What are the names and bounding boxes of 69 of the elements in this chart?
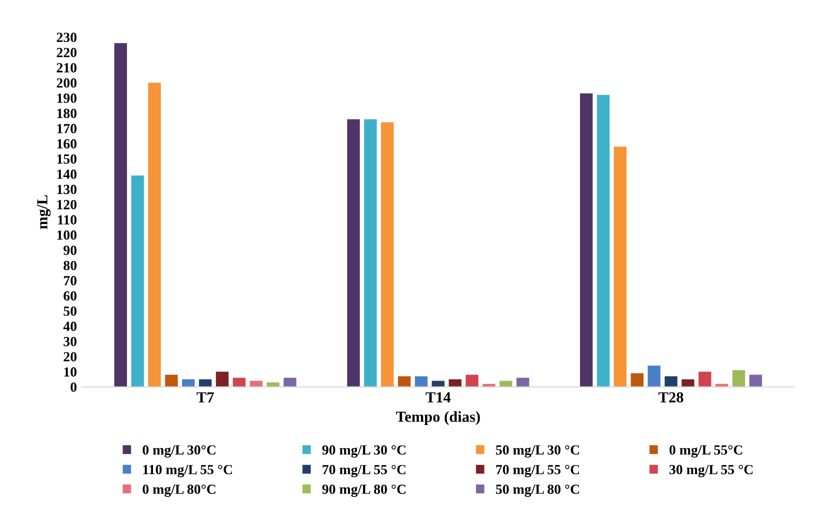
y-tick-label: 50 bbox=[64, 306, 77, 316]
y-tick-label: 220 bbox=[56, 48, 77, 58]
bar bbox=[448, 379, 462, 387]
bar bbox=[682, 379, 694, 387]
legend-label: 50 mg/L 30 °C bbox=[496, 445, 580, 458]
y-tick-label: 180 bbox=[57, 108, 77, 118]
bar bbox=[664, 376, 678, 387]
legend-label: 90 mg/L 30 °C bbox=[322, 445, 406, 458]
legend-label: 30 mg/L 55 °C bbox=[669, 464, 753, 478]
bar bbox=[284, 378, 296, 387]
bar bbox=[648, 366, 660, 387]
bar bbox=[516, 378, 530, 387]
y-tick-label: 120 bbox=[57, 200, 77, 210]
y-tick-label: 160 bbox=[57, 139, 77, 149]
legend-label: 110 mg/L 55 °C bbox=[143, 464, 232, 478]
bar bbox=[216, 372, 229, 387]
bar bbox=[381, 122, 394, 387]
x-tick-label: T14 bbox=[426, 392, 451, 402]
y-tick-label: 200 bbox=[56, 78, 77, 88]
bar bbox=[414, 376, 428, 387]
y-tick-label: 10 bbox=[64, 367, 77, 377]
bar bbox=[732, 370, 746, 387]
y-tick-label: 0 bbox=[70, 382, 77, 392]
y-tick-label: 140 bbox=[57, 170, 77, 179]
legend-label: 50 mg/L 80 °C bbox=[496, 484, 580, 497]
y-tick-label: 110 bbox=[58, 215, 77, 225]
legend-label: 90 mg/L 80 °C bbox=[322, 484, 406, 497]
bar bbox=[114, 43, 127, 387]
y-axis-title: mg/L bbox=[37, 195, 51, 229]
bar bbox=[749, 374, 762, 387]
bar bbox=[232, 378, 246, 387]
y-tick-label: 70 bbox=[64, 276, 77, 286]
legend-label: 70 mg/L 55 °C bbox=[322, 464, 406, 478]
x-tick-label: T7 bbox=[196, 392, 214, 402]
bar bbox=[500, 380, 512, 387]
x-tick-label: T28 bbox=[658, 392, 684, 403]
bar bbox=[398, 376, 411, 387]
y-tick-label: 170 bbox=[57, 124, 77, 134]
y-tick-label: 100 bbox=[57, 230, 77, 240]
y-tick-label: 230 bbox=[56, 32, 77, 42]
y-tick-label: 40 bbox=[63, 322, 77, 332]
y-tick-label: 20 bbox=[64, 352, 77, 362]
y-tick-label: 30 bbox=[64, 336, 77, 346]
bar bbox=[148, 82, 161, 387]
legend-label: 0 mg/L 30°C bbox=[142, 445, 216, 458]
x-axis-title: Tempo (dias) bbox=[396, 411, 480, 426]
bar bbox=[596, 94, 610, 387]
bar bbox=[698, 372, 712, 387]
legend-label: 0 mg/L 80°C bbox=[142, 484, 216, 497]
bar bbox=[347, 119, 360, 387]
bar bbox=[466, 374, 478, 387]
legend-label: 0 mg/L 55°C bbox=[669, 445, 742, 458]
y-tick-label: 90 bbox=[64, 246, 77, 255]
y-tick-label: 150 bbox=[57, 154, 77, 164]
y-tick-label: 80 bbox=[64, 260, 77, 270]
bar bbox=[198, 379, 212, 387]
bar bbox=[266, 382, 280, 387]
legend-label: 70 mg/L 55 °C bbox=[496, 464, 580, 478]
y-tick-label: 130 bbox=[57, 184, 77, 194]
y-tick-label: 190 bbox=[57, 94, 77, 103]
bar bbox=[165, 374, 178, 387]
bar bbox=[131, 176, 144, 387]
bar bbox=[614, 146, 627, 387]
bar bbox=[182, 379, 195, 387]
bar bbox=[630, 373, 644, 387]
bar bbox=[580, 93, 593, 387]
y-tick-label: 60 bbox=[64, 291, 77, 301]
y-tick-label: 210 bbox=[56, 63, 77, 72]
bar bbox=[364, 119, 377, 387]
